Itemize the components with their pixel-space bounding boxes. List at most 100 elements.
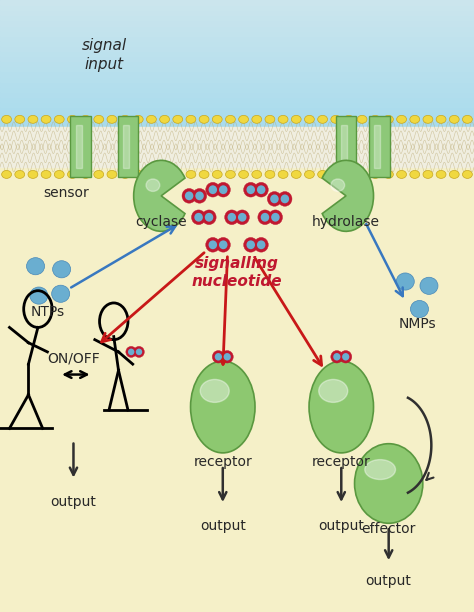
Ellipse shape	[342, 353, 349, 360]
Text: effector: effector	[362, 523, 416, 536]
Ellipse shape	[205, 213, 213, 222]
Ellipse shape	[136, 349, 142, 355]
Ellipse shape	[383, 115, 393, 123]
Wedge shape	[322, 160, 374, 231]
Ellipse shape	[292, 115, 301, 123]
Ellipse shape	[126, 346, 137, 357]
Bar	[0, 26, 474, 28]
Bar	[0, 107, 474, 112]
Bar	[0, 78, 474, 80]
Bar	[0, 5, 474, 10]
Text: receptor: receptor	[312, 455, 371, 469]
Ellipse shape	[219, 185, 228, 194]
Bar	[0, 31, 474, 35]
Bar	[0, 57, 474, 59]
Bar	[0, 17, 474, 19]
Bar	[0, 24, 474, 26]
Ellipse shape	[331, 115, 341, 123]
Bar	[0, 52, 474, 54]
Bar	[0, 10, 474, 15]
Ellipse shape	[238, 213, 246, 222]
Wedge shape	[134, 160, 185, 231]
Ellipse shape	[257, 241, 265, 249]
Ellipse shape	[28, 115, 38, 123]
Ellipse shape	[107, 170, 117, 179]
Text: NMPs: NMPs	[398, 318, 436, 331]
Ellipse shape	[120, 170, 130, 179]
Ellipse shape	[216, 182, 230, 197]
Ellipse shape	[216, 237, 230, 252]
Ellipse shape	[244, 237, 258, 252]
Ellipse shape	[449, 115, 459, 123]
Ellipse shape	[52, 285, 70, 302]
Ellipse shape	[206, 182, 220, 197]
Ellipse shape	[15, 115, 25, 123]
Bar	[0, 46, 474, 51]
Bar	[336, 116, 356, 177]
Ellipse shape	[410, 170, 419, 179]
Ellipse shape	[146, 170, 156, 179]
Ellipse shape	[410, 300, 428, 318]
Ellipse shape	[331, 179, 345, 192]
Bar	[0, 127, 474, 133]
Bar	[0, 97, 474, 102]
Ellipse shape	[212, 170, 222, 179]
Bar	[0, 75, 474, 76]
Bar	[0, 15, 474, 20]
Ellipse shape	[357, 115, 367, 123]
Ellipse shape	[55, 115, 64, 123]
Ellipse shape	[270, 195, 279, 203]
Bar	[0, 102, 474, 104]
Bar	[0, 66, 474, 72]
Bar	[0, 97, 474, 99]
Ellipse shape	[53, 261, 71, 278]
Ellipse shape	[244, 182, 258, 197]
Bar	[0, 100, 474, 102]
Ellipse shape	[257, 185, 265, 194]
Ellipse shape	[449, 170, 459, 179]
Bar	[0, 87, 474, 92]
Ellipse shape	[370, 170, 380, 179]
Bar	[0, 67, 474, 69]
Bar	[0, 135, 474, 612]
Text: output: output	[51, 495, 96, 509]
Bar	[0, 127, 474, 167]
Text: output: output	[319, 520, 364, 533]
Bar	[0, 90, 474, 92]
Text: receptor: receptor	[193, 455, 252, 469]
Bar	[0, 51, 474, 56]
Ellipse shape	[173, 170, 182, 179]
Bar	[0, 69, 474, 71]
Ellipse shape	[436, 170, 446, 179]
Bar	[0, 47, 474, 48]
Bar	[0, 143, 474, 148]
Bar	[0, 95, 474, 97]
Ellipse shape	[331, 351, 343, 363]
Ellipse shape	[265, 170, 275, 179]
Ellipse shape	[186, 170, 196, 179]
Ellipse shape	[278, 170, 288, 179]
Bar	[0, 61, 474, 62]
Ellipse shape	[318, 170, 328, 179]
Bar	[0, 33, 474, 35]
Ellipse shape	[261, 213, 269, 222]
Ellipse shape	[436, 115, 446, 123]
Ellipse shape	[246, 241, 255, 249]
Ellipse shape	[221, 351, 233, 363]
Bar	[0, 59, 474, 61]
Ellipse shape	[357, 170, 367, 179]
Bar	[0, 85, 474, 87]
Ellipse shape	[252, 115, 262, 123]
Ellipse shape	[331, 170, 341, 179]
Ellipse shape	[235, 210, 249, 225]
Ellipse shape	[107, 115, 117, 123]
Bar	[0, 83, 474, 85]
Bar	[0, 2, 474, 4]
Bar	[0, 56, 474, 57]
Bar	[0, 38, 474, 40]
Ellipse shape	[396, 273, 414, 290]
Ellipse shape	[200, 379, 229, 403]
Bar	[123, 125, 129, 168]
Ellipse shape	[191, 361, 255, 453]
Ellipse shape	[1, 115, 11, 123]
